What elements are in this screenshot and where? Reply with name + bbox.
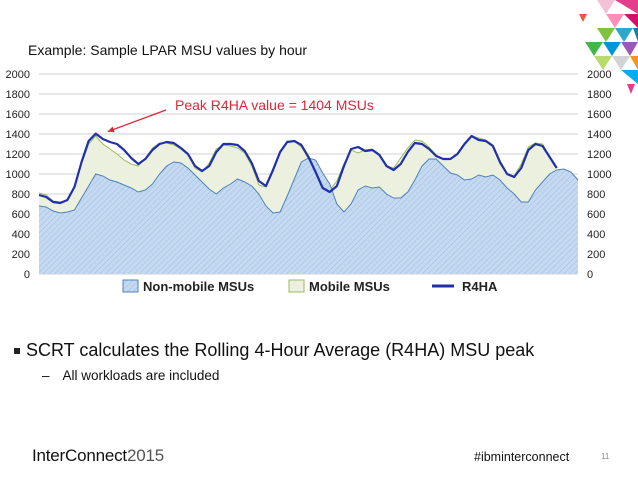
y-tick-label-right: 600 — [587, 209, 605, 221]
legend-swatch-0 — [122, 279, 139, 293]
hashtag: #ibminterconnect — [474, 450, 570, 464]
annotation-arrow — [107, 109, 167, 133]
sub-bullet: – All workloads are included — [42, 368, 219, 383]
y-tick-label-right: 400 — [587, 229, 605, 241]
chart-title: Example: Sample LPAR MSU values by hour — [28, 42, 308, 58]
legend-label-2: R4HA — [462, 279, 498, 294]
y-tick-label-right: 200 — [587, 249, 605, 261]
y-tick-label-left: 400 — [12, 229, 30, 241]
y-tick-label-right: 1400 — [587, 129, 611, 141]
bullet-square-icon — [14, 347, 20, 354]
y-tick-label-right: 2000 — [587, 69, 611, 81]
brand-name: InterConnect — [32, 446, 127, 465]
y-tick-label-left: 200 — [12, 249, 30, 261]
main-bullet: SCRT calculates the Rolling 4-Hour Avera… — [14, 340, 534, 361]
annotation-text: Peak R4HA value = 1404 MSUs — [175, 97, 374, 113]
non-mobile-msus-area — [39, 158, 578, 274]
dash-icon: – — [42, 368, 50, 383]
y-tick-label-right: 1800 — [587, 89, 611, 101]
y-tick-label-left: 600 — [12, 209, 30, 221]
y-tick-label-left: 1600 — [6, 109, 30, 121]
main-bullet-text: SCRT calculates the Rolling 4-Hour Avera… — [26, 340, 535, 360]
y-tick-label-right: 1200 — [587, 149, 611, 161]
page-number: 11 — [601, 452, 610, 461]
y-tick-label-left: 800 — [12, 189, 30, 201]
brand-year: 2015 — [126, 446, 164, 465]
y-tick-label-left: 0 — [24, 269, 30, 281]
legend-label-1: Mobile MSUs — [309, 279, 390, 294]
y-tick-label-left: 2000 — [6, 69, 30, 81]
y-tick-label-left: 1800 — [6, 89, 30, 101]
annotation-arrowhead — [107, 126, 115, 133]
msu-chart: 0 0 200 200 400 400 600 600 800 800 1000 1000 1200 12… — [6, 69, 612, 294]
y-tick-label-right: 1000 — [587, 169, 611, 181]
y-tick-label-left: 1200 — [6, 149, 30, 161]
sub-bullet-text: All workloads are included — [62, 368, 220, 383]
legend-swatch-1 — [288, 279, 305, 293]
y-tick-label-right: 1600 — [587, 109, 611, 121]
r4ha-line — [38, 132, 558, 205]
y-tick-label-left: 1400 — [6, 129, 30, 141]
footer: InterConnect2015 #ibminterconnect 11 — [0, 444, 638, 479]
y-tick-label-right: 0 — [587, 269, 593, 281]
brand-logo: InterConnect2015 — [32, 446, 164, 466]
legend-label-0: Non-mobile MSUs — [143, 279, 254, 294]
y-tick-label-left: 1000 — [6, 169, 30, 181]
y-tick-label-right: 800 — [587, 189, 605, 201]
decorative-pattern-icon — [579, 0, 638, 94]
